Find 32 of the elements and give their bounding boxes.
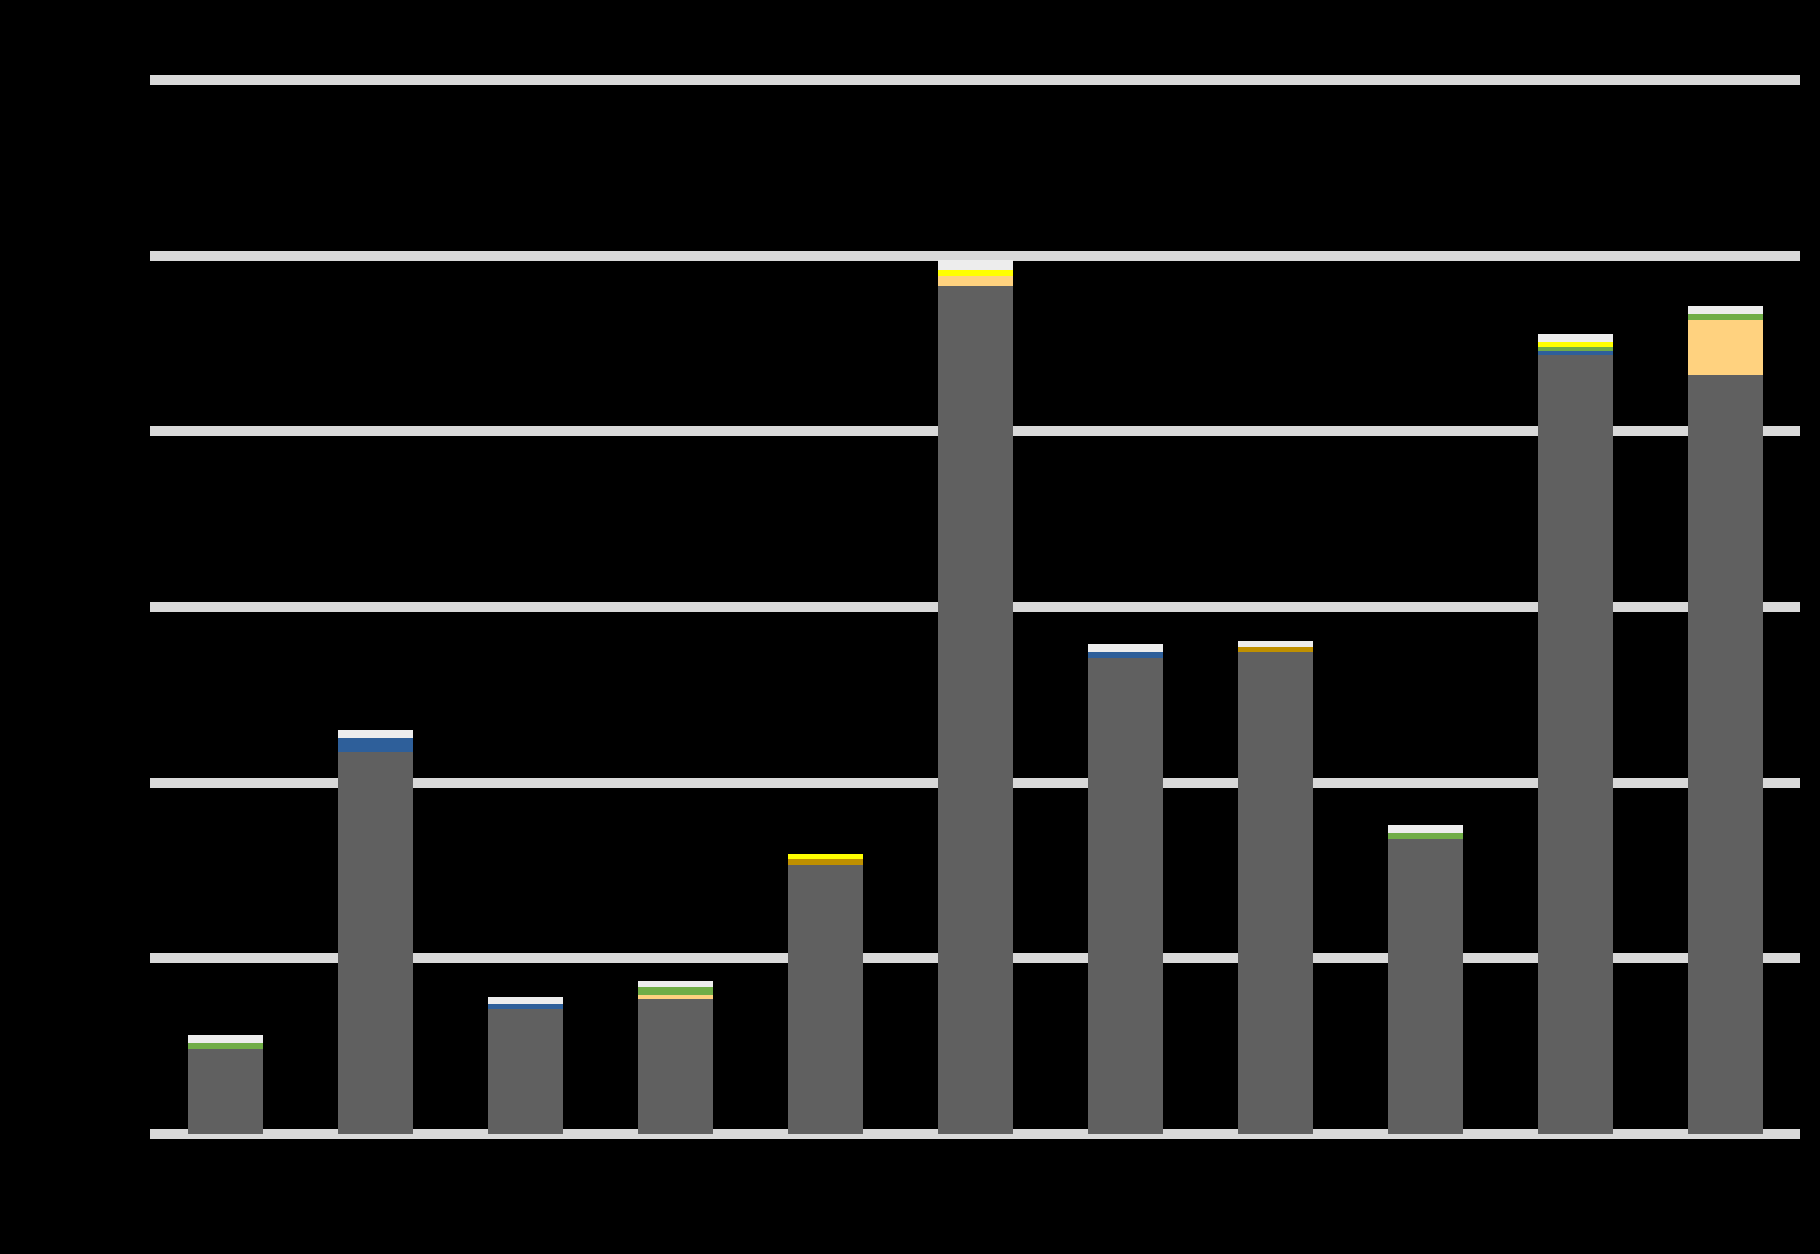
bar (1087, 651, 1163, 658)
bar (1687, 319, 1763, 375)
bar (637, 994, 713, 1000)
bar (1387, 825, 1463, 834)
bar (787, 864, 863, 1134)
bar (337, 738, 413, 752)
bar (1537, 355, 1613, 1134)
bar (1387, 833, 1463, 840)
bar (1237, 651, 1313, 1134)
bar (1087, 643, 1163, 652)
bar (1687, 305, 1763, 314)
bar (937, 260, 1013, 270)
bar (187, 1048, 263, 1134)
bar (187, 1042, 263, 1049)
bar (637, 986, 713, 995)
bar (337, 751, 413, 1134)
bar (937, 269, 1013, 276)
bar (937, 285, 1013, 1134)
bar (1687, 313, 1763, 320)
bar (1387, 839, 1463, 1134)
bar (937, 275, 1013, 286)
bar (1687, 374, 1763, 1134)
bar (1237, 641, 1313, 648)
bar (487, 1008, 563, 1134)
bar (1537, 346, 1613, 352)
bar (637, 980, 713, 987)
bar (337, 730, 413, 739)
bar (187, 1034, 263, 1043)
bar (787, 858, 863, 865)
bar (637, 999, 713, 1134)
bar (1087, 657, 1163, 1134)
bar (1537, 334, 1613, 343)
